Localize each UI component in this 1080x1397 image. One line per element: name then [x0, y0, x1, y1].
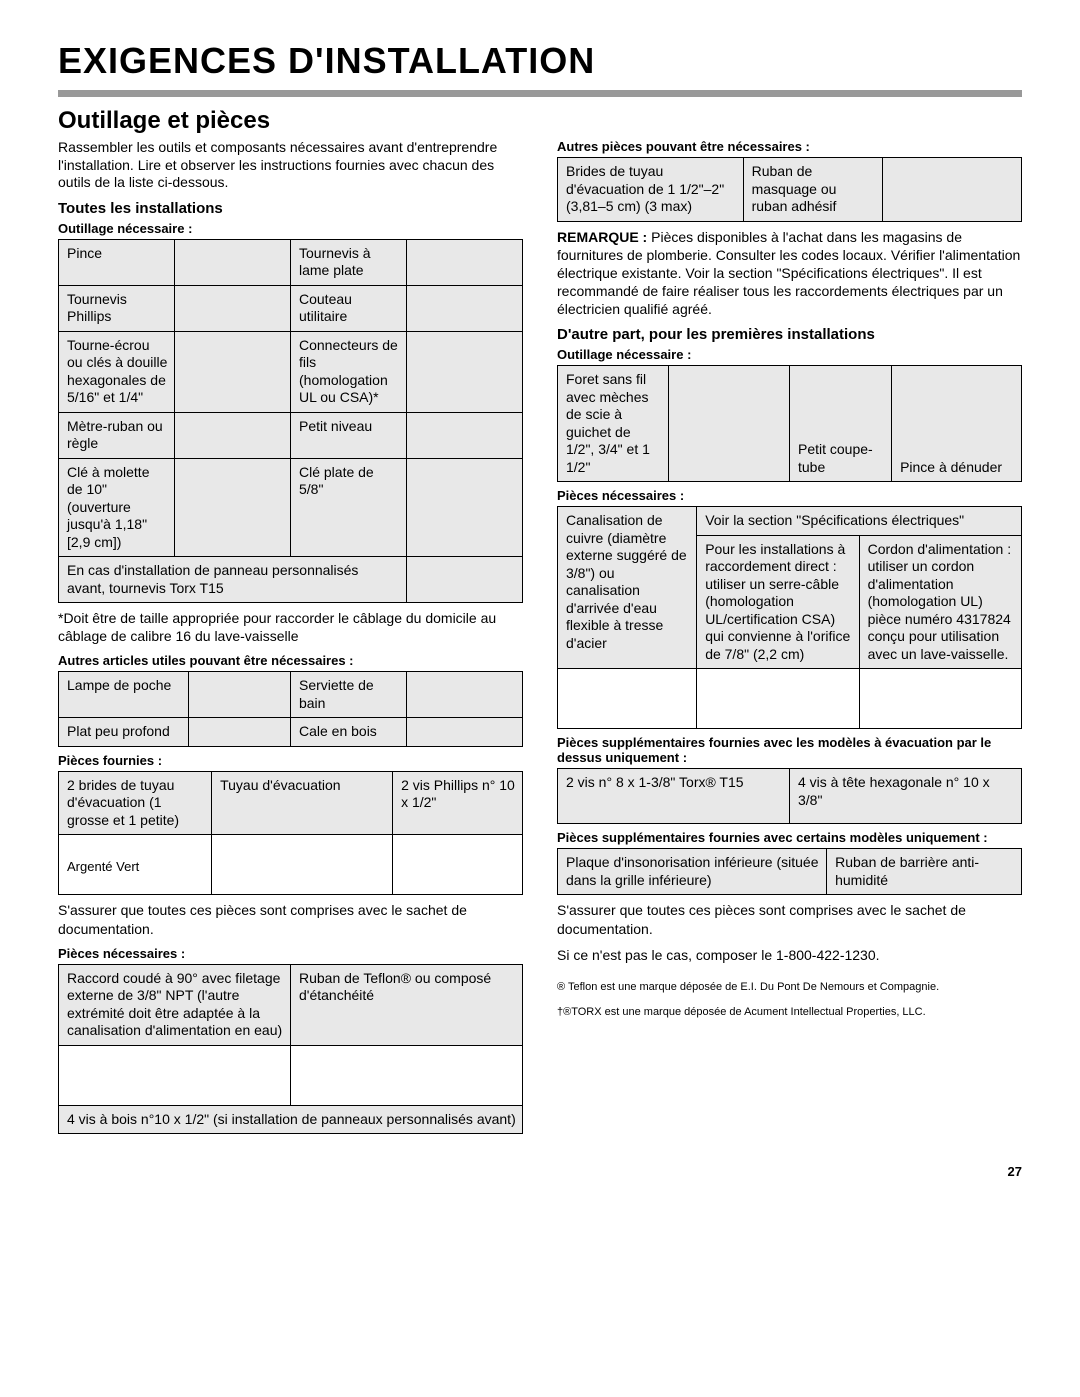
other-parts-table: Brides de tuyau d'évacuation de 1 1/2"–2…	[557, 157, 1022, 222]
cell: Raccord coudé à 90° avec filetage extern…	[59, 964, 291, 1045]
cell-illustration	[59, 1045, 291, 1105]
cell-icon	[406, 672, 522, 718]
cell: Pince à dénuder	[892, 366, 1022, 482]
cell-icon	[407, 239, 523, 285]
cell: 4 vis à bois n°10 x 1/2" (si installatio…	[59, 1105, 523, 1134]
right-note-1: S'assurer que toutes ces pièces sont com…	[557, 901, 1022, 937]
cell-icon	[175, 285, 291, 331]
cell: Ruban de barrière anti-humidité	[827, 849, 1022, 895]
section-title: Outillage et pièces	[58, 107, 1022, 135]
useful-table: Lampe de poche Serviette de bain Plat pe…	[58, 671, 523, 747]
cell: Cale en bois	[290, 718, 406, 747]
cell: Ruban de masquage ou ruban adhésif	[743, 158, 882, 222]
asterisk-note: *Doit être de taille appropriée pour rac…	[58, 609, 523, 645]
cell: Clé à molette de 10" (ouverture jusqu'à …	[59, 458, 175, 557]
divider	[58, 90, 1022, 97]
cell: Petit coupe-tube	[789, 366, 891, 482]
first-install-heading: D'autre part, pour les premières install…	[557, 326, 1022, 343]
cell: 4 vis à tête hexagonale n° 10 x 3/8"	[790, 769, 1022, 824]
cell: 2 vis Phillips n° 10 x 1/2"	[393, 771, 523, 835]
cell: Clé plate de 5/8"	[291, 458, 407, 557]
cell-icon	[669, 366, 790, 482]
first-tools-table: Foret sans fil avec mèches de scie à gui…	[557, 365, 1022, 482]
cell-icon	[188, 672, 290, 718]
extra-some-table: Plaque d'insonorisation inférieure (situ…	[557, 848, 1022, 895]
cell-icon	[175, 331, 291, 412]
cell: Plaque d'insonorisation inférieure (situ…	[558, 849, 827, 895]
cell-blank	[697, 669, 859, 729]
trademark-teflon: ® Teflon est une marque déposée de E.I. …	[557, 980, 1022, 994]
cell: Petit niveau	[291, 412, 407, 458]
extra-top-heading: Pièces supplémentaires fournies avec les…	[557, 735, 1022, 765]
cell: Tuyau d'évacuation	[212, 771, 393, 835]
right-note-2: Si ce n'est pas le cas, composer le 1-80…	[557, 946, 1022, 964]
remarque-label: REMARQUE :	[557, 229, 647, 245]
cell: Connecteurs de fils (homologation UL ou …	[291, 331, 407, 412]
clamp-labels: Argenté Vert	[67, 859, 139, 874]
cell-blank	[859, 669, 1021, 729]
cell-icon	[188, 718, 290, 747]
cell-icon	[407, 557, 523, 603]
left-column: Rassembler les outils et composants néce…	[58, 139, 523, 1140]
page-title: Exigences d'Installation	[58, 40, 1022, 82]
cell: Pour les installations à raccordement di…	[697, 535, 859, 669]
cell: Voir la section "Spécifications électriq…	[697, 507, 1022, 536]
cell: 2 brides de tuyau d'évacuation (1 grosse…	[59, 771, 212, 835]
cell-icon	[175, 239, 291, 285]
page: Exigences d'Installation Outillage et pi…	[0, 0, 1080, 1209]
required-tools-heading: Outillage nécessaire :	[58, 221, 523, 236]
cell: Ruban de Teflon® ou composé d'étanchéité	[291, 964, 523, 1045]
cell-icon	[407, 285, 523, 331]
cell-illustration	[212, 835, 393, 895]
cell-icon	[175, 458, 291, 557]
needed-table: Raccord coudé à 90° avec filetage extern…	[58, 964, 523, 1135]
cell: Pince	[59, 239, 175, 285]
cell-icon	[406, 718, 522, 747]
cell: 2 vis n° 8 x 1-3/8" Torx® T15	[558, 769, 790, 824]
tools-table: Pince Tournevis à lame plate Tournevis P…	[58, 239, 523, 604]
needed-parts-2-heading: Pièces nécessaires :	[557, 488, 1022, 503]
cell-illustration	[291, 1045, 523, 1105]
cell-icon	[882, 158, 1021, 222]
intro-text: Rassembler les outils et composants néce…	[58, 139, 523, 192]
cell-icon	[407, 331, 523, 412]
cell: Canalisation de cuivre (diamètre externe…	[558, 507, 697, 669]
remarque: REMARQUE : Pièces disponibles à l'achat …	[557, 228, 1022, 319]
cell: Serviette de bain	[290, 672, 406, 718]
cell: Brides de tuyau d'évacuation de 1 1/2"–2…	[558, 158, 744, 222]
two-column-layout: Rassembler les outils et composants néce…	[58, 139, 1022, 1140]
cell: Tourne-écrou ou clés à douille hexagonal…	[59, 331, 175, 412]
cell-icon	[407, 458, 523, 557]
cell-illustration	[393, 835, 523, 895]
supplied-note: S'assurer que toutes ces pièces sont com…	[58, 901, 523, 937]
extra-some-heading: Pièces supplémentaires fournies avec cer…	[557, 830, 1022, 845]
right-column: Autres pièces pouvant être nécessaires :…	[557, 139, 1022, 1140]
supplied-parts-heading: Pièces fournies :	[58, 753, 523, 768]
cell: Foret sans fil avec mèches de scie à gui…	[558, 366, 669, 482]
needed-parts-2-table: Canalisation de cuivre (diamètre externe…	[557, 506, 1022, 729]
supplied-table: 2 brides de tuyau d'évacuation (1 grosse…	[58, 771, 523, 896]
page-number: 27	[58, 1164, 1022, 1179]
needed-parts-heading: Pièces nécessaires :	[58, 946, 523, 961]
cell: Cordon d'alimentation : utiliser un cord…	[859, 535, 1021, 669]
other-parts-heading: Autres pièces pouvant être nécessaires :	[557, 139, 1022, 154]
cell: Tournevis Phillips	[59, 285, 175, 331]
all-installations-heading: Toutes les installations	[58, 200, 523, 217]
cell: Tournevis à lame plate	[291, 239, 407, 285]
cell: Lampe de poche	[59, 672, 189, 718]
cell: En cas d'installation de panneau personn…	[59, 557, 407, 603]
cell-illustration	[558, 669, 697, 729]
cell: Mètre-ruban ou règle	[59, 412, 175, 458]
cell: Plat peu profond	[59, 718, 189, 747]
extra-top-table: 2 vis n° 8 x 1-3/8" Torx® T15 4 vis à tê…	[557, 768, 1022, 824]
trademark-torx: †®TORX est une marque déposée de Acument…	[557, 1005, 1022, 1019]
cell-illustration: Argenté Vert	[59, 835, 212, 895]
first-tools-heading: Outillage nécessaire :	[557, 347, 1022, 362]
cell-icon	[175, 412, 291, 458]
cell-icon	[407, 412, 523, 458]
cell: Couteau utilitaire	[291, 285, 407, 331]
useful-items-heading: Autres articles utiles pouvant être néce…	[58, 653, 523, 668]
